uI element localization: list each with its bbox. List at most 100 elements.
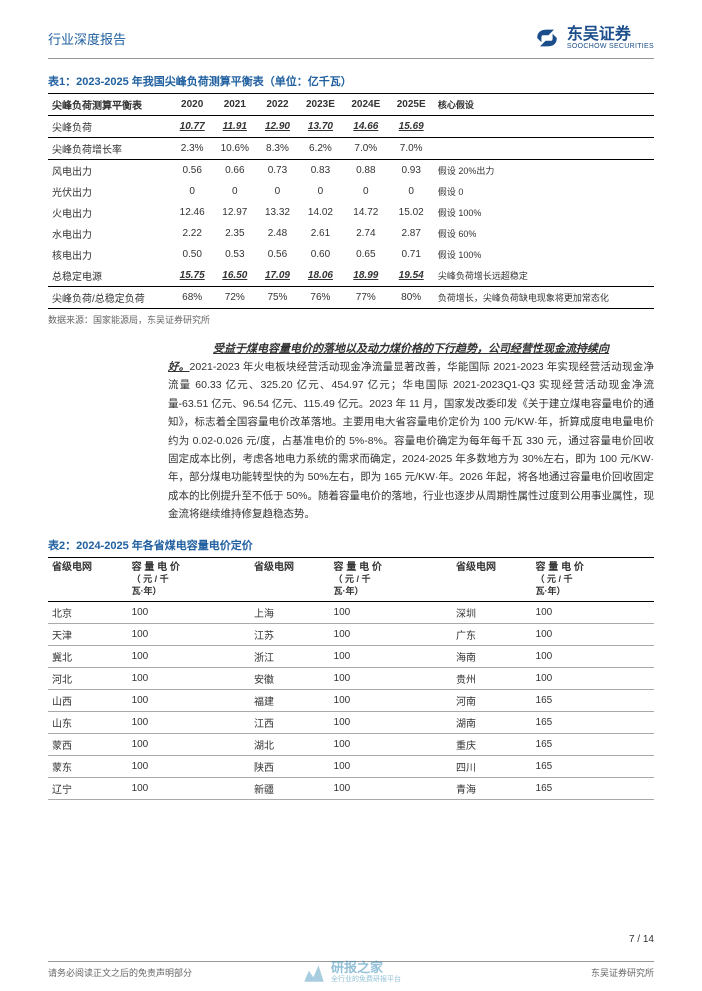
table1-cell: 14.66 bbox=[343, 116, 388, 138]
table2-province: 重庆 bbox=[452, 733, 532, 755]
analysis-paragraph: 受益于煤电容量电价的落地以及动力煤价格的下行趋势，公司经营性现金流持续向 好。2… bbox=[48, 340, 654, 523]
table1-cell: 7.0% bbox=[389, 138, 434, 160]
table2-province: 陕西 bbox=[250, 755, 330, 777]
table2-price: 100 bbox=[128, 733, 250, 755]
table1-cell: 8.3% bbox=[257, 138, 298, 160]
table1-cell: 12.90 bbox=[257, 116, 298, 138]
table1-cell: 0.73 bbox=[257, 160, 298, 182]
table2-province: 上海 bbox=[250, 601, 330, 623]
table1-cell: 0.88 bbox=[343, 160, 388, 182]
table1-assumption: 负荷增长，尖峰负荷缺电现象将更加常态化 bbox=[434, 287, 654, 309]
table2-price: 100 bbox=[330, 623, 452, 645]
table1-source: 数据来源：国家能源局，东吴证券研究所 bbox=[48, 313, 654, 326]
table1-cell: 6.2% bbox=[298, 138, 343, 160]
table2-price: 100 bbox=[330, 733, 452, 755]
table2-price: 100 bbox=[532, 623, 654, 645]
table1-cell: 2.61 bbox=[298, 223, 343, 244]
page-header: 行业深度报告 东吴证券 SOOCHOW SECURITIES bbox=[48, 24, 654, 59]
table1-assumption: 假设 0 bbox=[434, 181, 654, 202]
company-logo: 东吴证券 SOOCHOW SECURITIES bbox=[533, 24, 654, 52]
table1-cell: 17.09 bbox=[257, 265, 298, 287]
table2-price: 165 bbox=[532, 777, 654, 799]
table1-cell: 10.77 bbox=[172, 116, 213, 138]
table1-assumption: 假设 100% bbox=[434, 202, 654, 223]
table1-col-header: 2022 bbox=[257, 94, 298, 116]
para-body-text: 2021-2023 年火电板块经营活动现金净流量显著改善，华能国际 2021-2… bbox=[168, 361, 654, 520]
table2-province: 河南 bbox=[452, 689, 532, 711]
table1-col-header: 2021 bbox=[212, 94, 257, 116]
watermark-icon bbox=[301, 959, 327, 985]
table2-province: 山东 bbox=[48, 711, 128, 733]
table2-price: 100 bbox=[532, 667, 654, 689]
table1-cell: 0.71 bbox=[389, 244, 434, 265]
table2-price: 100 bbox=[128, 711, 250, 733]
table1-cell: 7.0% bbox=[343, 138, 388, 160]
table2-province: 冀北 bbox=[48, 645, 128, 667]
table1-assumption: 假设 60% bbox=[434, 223, 654, 244]
table2-price: 100 bbox=[128, 667, 250, 689]
table2-province: 江苏 bbox=[250, 623, 330, 645]
table2-price: 100 bbox=[532, 645, 654, 667]
table1-col-header: 2025E bbox=[389, 94, 434, 116]
table1-cell: 10.6% bbox=[212, 138, 257, 160]
header-title: 行业深度报告 bbox=[48, 29, 126, 48]
table1-cell: 18.06 bbox=[298, 265, 343, 287]
table1-row-label: 核电出力 bbox=[48, 244, 172, 265]
table2-price: 165 bbox=[532, 733, 654, 755]
table2-col-header-price: 容 量 电 价（ 元 / 千瓦·年） bbox=[128, 558, 250, 601]
table1-cell: 2.74 bbox=[343, 223, 388, 244]
para-body: 好。2021-2023 年火电板块经营活动现金净流量显著改善，华能国际 2021… bbox=[48, 358, 654, 523]
table1-cell: 0 bbox=[389, 181, 434, 202]
table2-province: 蒙东 bbox=[48, 755, 128, 777]
table1-cell: 14.02 bbox=[298, 202, 343, 223]
table2-province: 河北 bbox=[48, 667, 128, 689]
table2-province: 浙江 bbox=[250, 645, 330, 667]
logo-text-cn: 东吴证券 bbox=[567, 27, 654, 43]
table1-cell: 72% bbox=[212, 287, 257, 309]
table1-cell: 0 bbox=[212, 181, 257, 202]
table1-cell: 68% bbox=[172, 287, 213, 309]
table2-province: 海南 bbox=[452, 645, 532, 667]
table2-price: 100 bbox=[128, 755, 250, 777]
table2-price: 100 bbox=[128, 645, 250, 667]
watermark-en: 全行业的免费研报平台 bbox=[331, 974, 401, 984]
table1-cell: 0.66 bbox=[212, 160, 257, 182]
table2-province: 蒙西 bbox=[48, 733, 128, 755]
para-lead: 好。 bbox=[168, 361, 190, 373]
table1-cell: 15.75 bbox=[172, 265, 213, 287]
footer-disclaimer: 请务必阅读正文之后的免责声明部分 bbox=[48, 966, 192, 979]
table2-price: 100 bbox=[128, 623, 250, 645]
table1-cell: 16.50 bbox=[212, 265, 257, 287]
table1-cell: 80% bbox=[389, 287, 434, 309]
table2-title: 表2：2024-2025 年各省煤电容量电价定价 bbox=[48, 537, 654, 553]
table2-province: 新疆 bbox=[250, 777, 330, 799]
logo-text-en: SOOCHOW SECURITIES bbox=[567, 43, 654, 50]
table1-col-header: 核心假设 bbox=[434, 94, 654, 116]
table2-price: 100 bbox=[330, 601, 452, 623]
table2-col-header-province: 省级电网 bbox=[250, 558, 330, 601]
table1-cell: 75% bbox=[257, 287, 298, 309]
table1-cell: 2.3% bbox=[172, 138, 213, 160]
table1-cell: 0.56 bbox=[257, 244, 298, 265]
table1-cell: 15.69 bbox=[389, 116, 434, 138]
table2-province: 湖南 bbox=[452, 711, 532, 733]
table1-row-label: 总稳定电源 bbox=[48, 265, 172, 287]
table1-cell: 11.91 bbox=[212, 116, 257, 138]
table2-price: 100 bbox=[330, 711, 452, 733]
table1-cell: 12.97 bbox=[212, 202, 257, 223]
logo-icon bbox=[533, 24, 561, 52]
table1-col-header: 2024E bbox=[343, 94, 388, 116]
table1-cell: 2.87 bbox=[389, 223, 434, 244]
table2-col-header-price: 容 量 电 价（ 元 / 千瓦·年） bbox=[532, 558, 654, 601]
table1-col-header: 尖峰负荷测算平衡表 bbox=[48, 94, 172, 116]
table2-province: 安徽 bbox=[250, 667, 330, 689]
table2-price: 165 bbox=[532, 711, 654, 733]
table1: 尖峰负荷测算平衡表2020202120222023E2024E2025E核心假设… bbox=[48, 93, 654, 309]
table1-row-label: 尖峰负荷 bbox=[48, 116, 172, 138]
table1-cell: 15.02 bbox=[389, 202, 434, 223]
table2-province: 贵州 bbox=[452, 667, 532, 689]
table2: 省级电网容 量 电 价（ 元 / 千瓦·年）省级电网容 量 电 价（ 元 / 千… bbox=[48, 557, 654, 799]
table2-price: 100 bbox=[330, 645, 452, 667]
table2-province: 广东 bbox=[452, 623, 532, 645]
watermark: 研报之家 全行业的免费研报平台 bbox=[301, 959, 401, 985]
